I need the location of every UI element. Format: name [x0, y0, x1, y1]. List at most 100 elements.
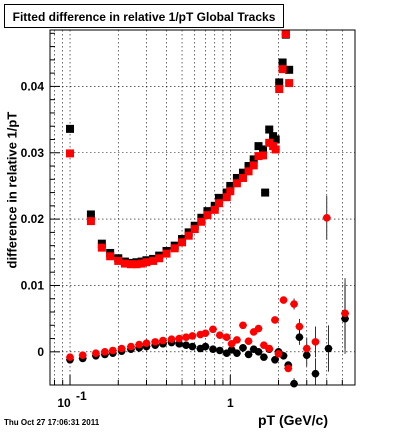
- data-point-square: [114, 256, 123, 265]
- data-point-circle: [215, 346, 224, 355]
- data-point-circle: [175, 340, 184, 348]
- x-tick-label: 10: [57, 396, 71, 410]
- data-point-square: [265, 125, 274, 134]
- data-point-circle: [66, 353, 74, 361]
- data-point-square: [155, 254, 164, 263]
- data-point-square: [126, 260, 135, 269]
- data-point-circle: [260, 353, 268, 361]
- data-point-circle: [244, 350, 253, 359]
- data-point-square: [271, 135, 280, 144]
- y-tick-label: 0.01: [21, 278, 45, 292]
- data-point-square: [97, 243, 106, 252]
- data-point-square: [190, 225, 199, 234]
- data-point-square: [197, 217, 206, 226]
- data-point-circle: [322, 213, 331, 222]
- plot-frame: [49, 29, 356, 386]
- data-point-circle: [233, 349, 241, 357]
- data-point-square: [259, 145, 268, 154]
- data-point-square: [137, 259, 146, 268]
- data-point-square: [132, 260, 141, 269]
- data-point-circle: [239, 321, 247, 330]
- data-point-square: [238, 168, 247, 177]
- data-point-square: [254, 152, 263, 161]
- data-point-circle: [271, 316, 279, 324]
- data-point-circle: [274, 350, 283, 358]
- data-point-square: [214, 199, 223, 208]
- data-point-circle: [201, 329, 210, 338]
- data-point-circle: [215, 331, 224, 340]
- x-tick-label-exponent: -1: [76, 389, 87, 403]
- data-point-square: [222, 193, 231, 202]
- data-point-square: [271, 145, 280, 154]
- data-point-square: [120, 259, 129, 268]
- data-point-square: [178, 238, 187, 247]
- data-point-circle: [151, 338, 160, 346]
- data-point-circle: [175, 334, 184, 343]
- data-point-circle: [295, 333, 304, 342]
- data-point-square: [278, 58, 287, 67]
- data-point-square: [106, 252, 115, 261]
- data-point-square: [285, 79, 294, 88]
- data-point-square: [210, 205, 219, 214]
- data-point-square: [278, 65, 287, 74]
- data-point-circle: [244, 337, 253, 346]
- data-point-circle: [279, 296, 288, 304]
- data-points: [66, 29, 349, 388]
- data-point-circle: [182, 333, 190, 342]
- data-point-square: [149, 256, 158, 265]
- axis-ticks: 0 0.01 0.02 0.03 0.04 10 -1 1: [21, 32, 356, 410]
- data-point-circle: [109, 346, 117, 355]
- x-axis-label: pT (GeV/c): [258, 412, 329, 428]
- data-point-circle: [284, 364, 293, 373]
- data-point-circle: [239, 344, 247, 352]
- data-point-circle: [324, 344, 333, 353]
- data-point-circle: [302, 344, 311, 353]
- data-point-circle: [201, 342, 210, 351]
- data-point-circle: [159, 336, 167, 345]
- data-point-circle: [311, 338, 320, 346]
- data-point-circle: [302, 351, 311, 359]
- data-point-square: [285, 65, 294, 74]
- data-point-circle: [135, 340, 143, 349]
- data-point-circle: [167, 335, 176, 344]
- data-point-square: [238, 173, 247, 182]
- data-point-square: [203, 211, 212, 220]
- y-tick-label: 0.04: [21, 79, 45, 93]
- data-point-square: [226, 181, 235, 190]
- data-point-circle: [182, 341, 190, 349]
- data-point-circle: [271, 355, 279, 364]
- data-point-square: [275, 78, 284, 87]
- data-point-square: [184, 231, 193, 240]
- data-point-circle: [295, 322, 304, 331]
- data-point-circle: [254, 324, 263, 333]
- data-point-square: [249, 161, 258, 170]
- data-point-circle: [78, 351, 87, 359]
- data-point-square: [232, 179, 241, 188]
- data-point-circle: [341, 309, 349, 318]
- data-point-circle: [127, 342, 135, 351]
- data-point-circle: [290, 300, 298, 308]
- data-point-circle: [101, 348, 109, 356]
- data-point-square: [66, 149, 75, 158]
- data-point-circle: [117, 344, 126, 353]
- data-point-circle: [254, 348, 263, 356]
- data-point-circle: [290, 379, 298, 388]
- data-point-square: [244, 162, 253, 171]
- data-point-circle: [222, 333, 231, 342]
- data-point-square: [254, 142, 263, 151]
- data-point-circle: [341, 314, 349, 323]
- y-tick-label: 0.03: [21, 146, 45, 160]
- data-point-circle: [209, 325, 217, 334]
- data-point-square: [86, 210, 95, 219]
- data-point-square: [66, 124, 75, 133]
- chart-title: Fitted difference in relative 1/pT Globa…: [4, 4, 284, 28]
- data-point-circle: [142, 339, 151, 347]
- data-point-square: [142, 258, 151, 267]
- y-tick-label: 0.02: [21, 212, 45, 226]
- data-point-circle: [311, 369, 320, 378]
- data-point-square: [214, 193, 223, 202]
- data-point-circle: [265, 344, 274, 353]
- data-point-square: [232, 173, 241, 182]
- data-point-circle: [188, 332, 197, 340]
